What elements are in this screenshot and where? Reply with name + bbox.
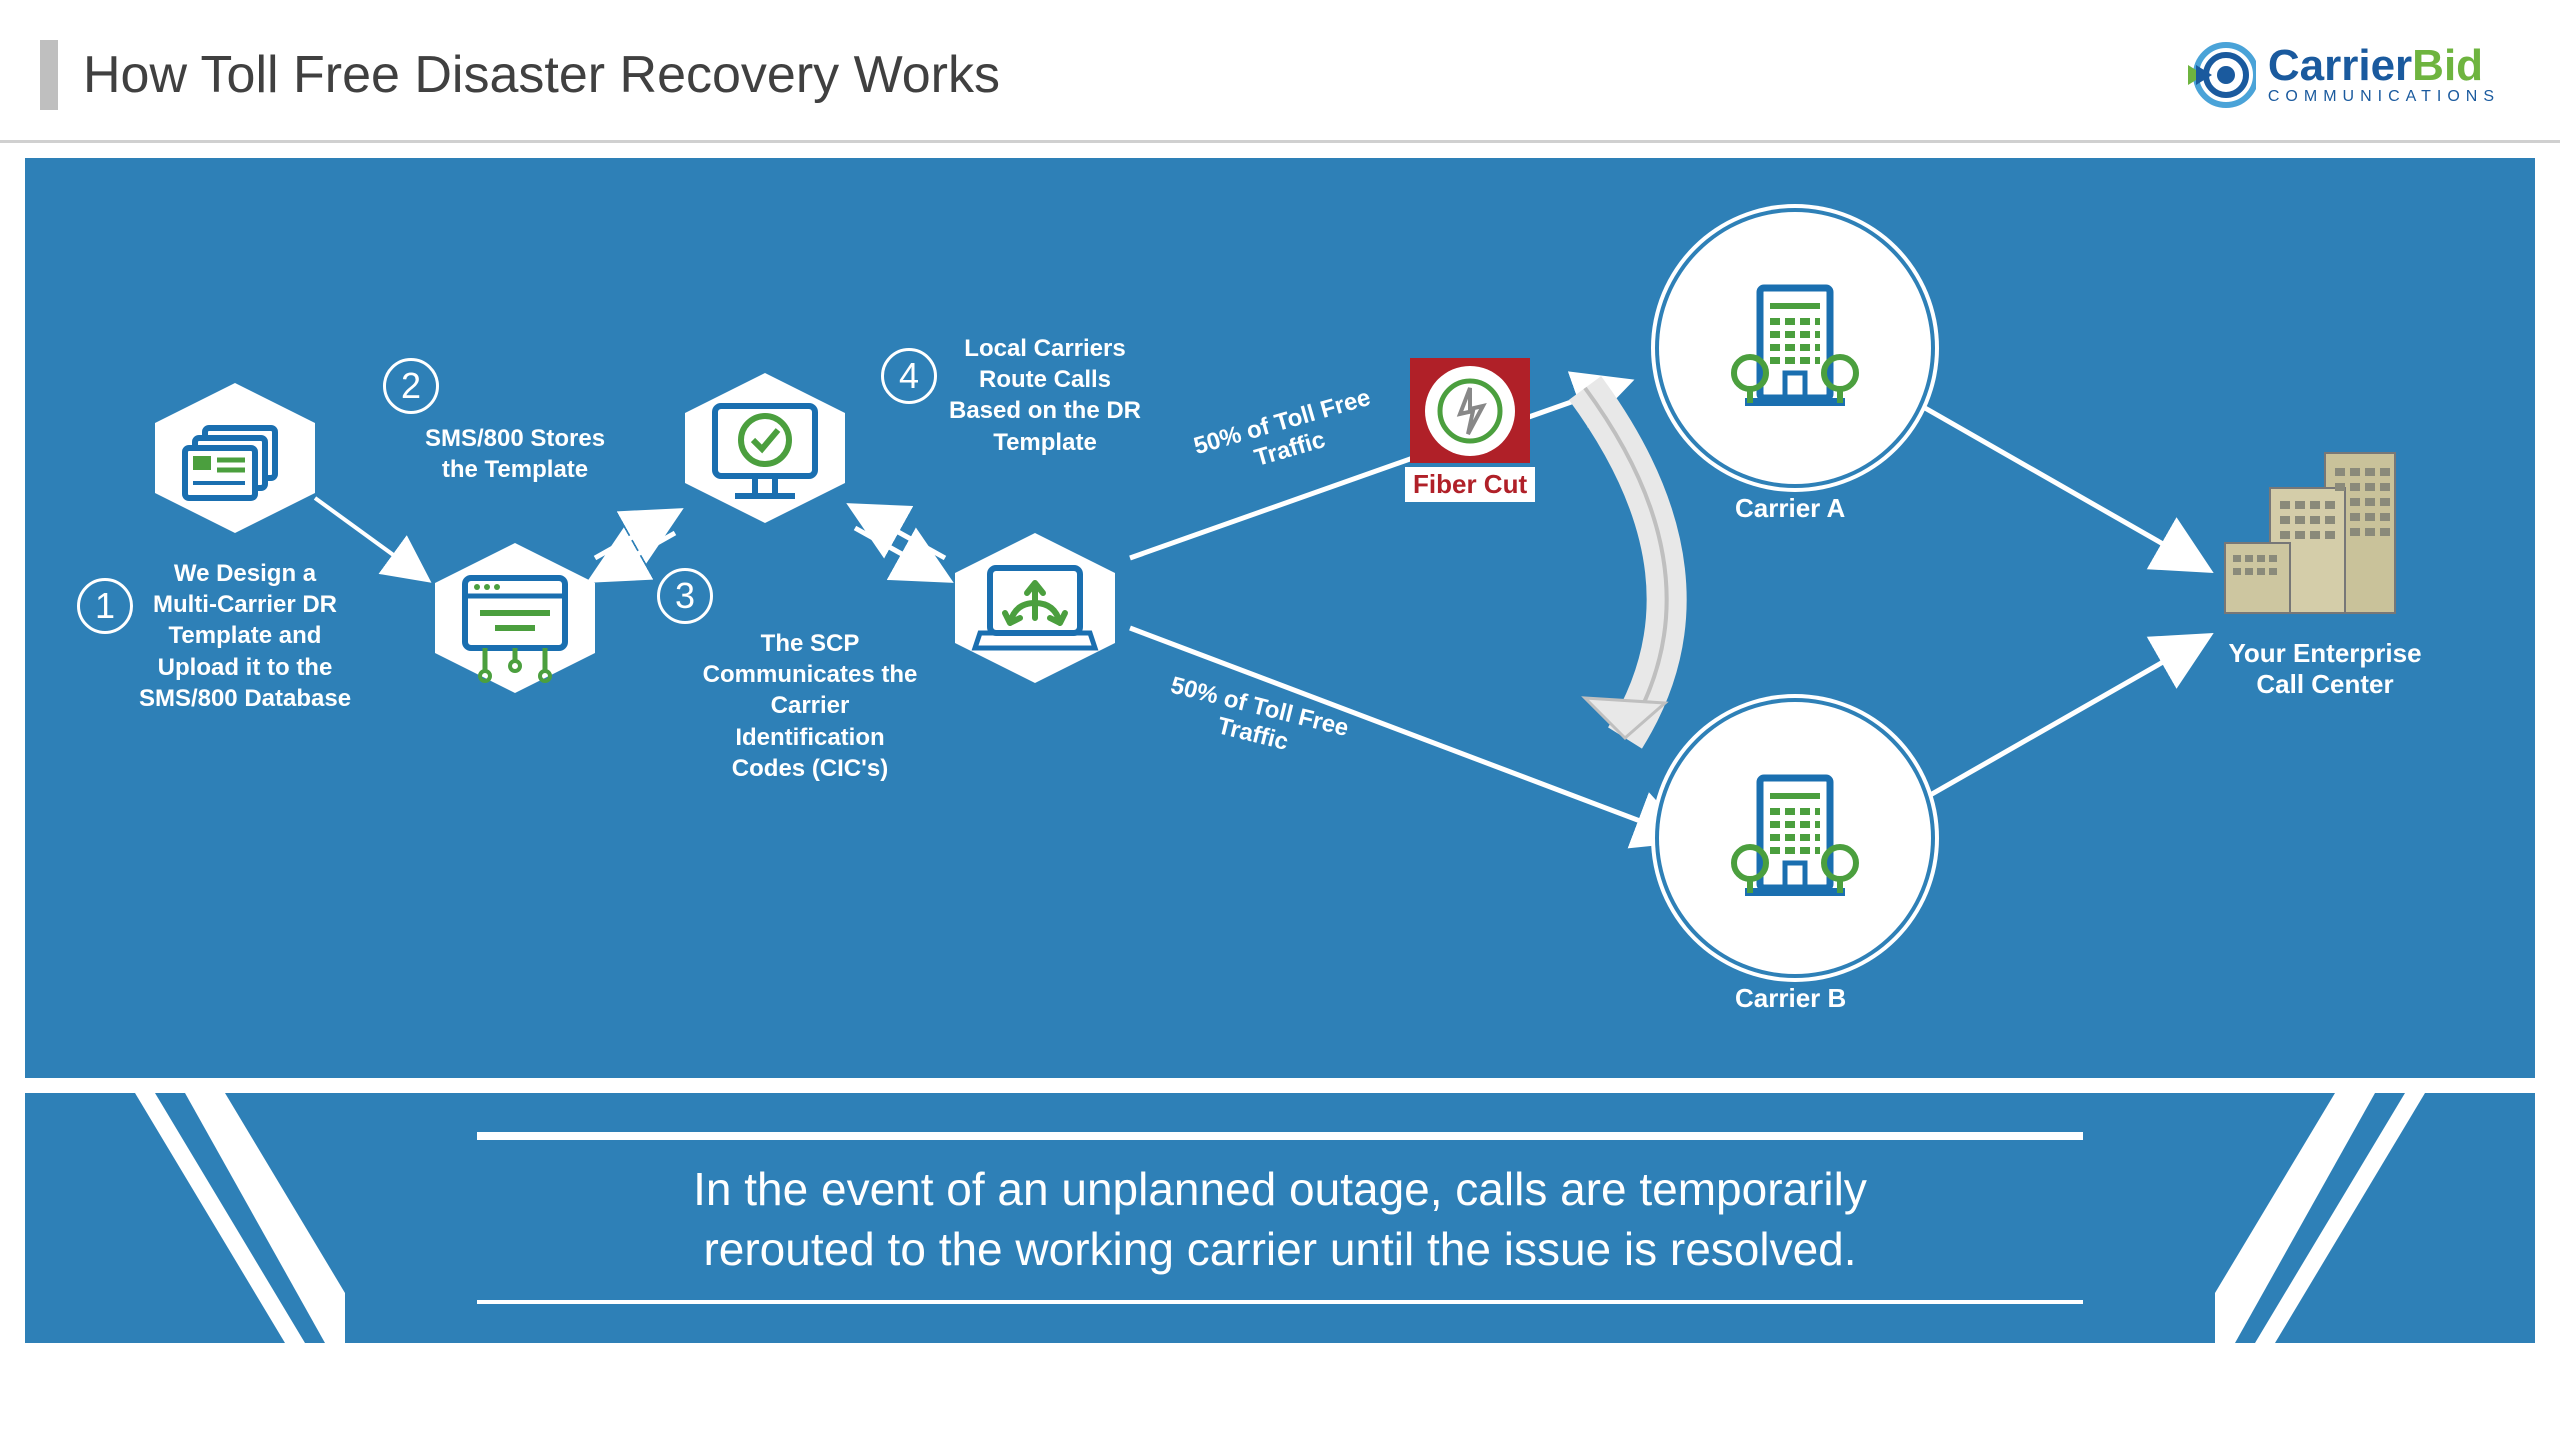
footer-text-box: In the event of an unplanned outage, cal… xyxy=(477,1132,2083,1304)
footer-wedge-left xyxy=(25,1093,345,1343)
carrier-a-node xyxy=(1665,218,1925,478)
footer-text: In the event of an unplanned outage, cal… xyxy=(537,1160,2023,1280)
fiber-cut-label: Fiber Cut xyxy=(1405,467,1535,502)
page-title: How Toll Free Disaster Recovery Works xyxy=(83,45,1000,105)
fiber-cut-badge xyxy=(1410,358,1530,463)
step1-label: We Design aMulti-Carrier DRTemplate andU… xyxy=(105,558,385,714)
hex-step1-icon xyxy=(145,378,325,538)
step3-label: The SCPCommunicates theCarrierIdentifica… xyxy=(680,628,940,784)
building-a-icon xyxy=(1705,258,1885,438)
footer-banner: In the event of an unplanned outage, cal… xyxy=(25,1093,2535,1343)
endpoint-label: Your EnterpriseCall Center xyxy=(2195,638,2455,700)
endpoint-icon xyxy=(2215,443,2425,638)
step2-badge: 2 xyxy=(383,358,439,414)
logo-icon xyxy=(2186,40,2256,110)
connectors-layer xyxy=(25,158,2535,1078)
diagram-canvas: 1 We Design aMulti-Carrier DRTemplate an… xyxy=(25,158,2535,1078)
logo-subtext: COMMUNICATIONS xyxy=(2268,88,2500,106)
title-accent-bar xyxy=(40,40,58,110)
logo: CarrierBid COMMUNICATIONS xyxy=(2186,40,2500,110)
hex-step3-icon xyxy=(675,368,855,528)
carrier-a-label: Carrier A xyxy=(1735,493,1845,524)
fiber-cut: Fiber Cut xyxy=(1405,358,1535,502)
carrier-b-node xyxy=(1665,708,1925,968)
header: How Toll Free Disaster Recovery Works Ca… xyxy=(0,0,2560,143)
title-wrap: How Toll Free Disaster Recovery Works xyxy=(40,40,1000,110)
step2-label: SMS/800 Storesthe Template xyxy=(405,423,625,485)
step4-label: Local CarriersRoute CallsBased on the DR… xyxy=(925,333,1165,458)
building-b-icon xyxy=(1705,748,1885,928)
footer-wedge-right xyxy=(2215,1093,2535,1343)
logo-text: CarrierBid xyxy=(2268,44,2500,88)
hex-step2-icon xyxy=(425,538,605,698)
logo-bid: Bid xyxy=(2412,41,2483,90)
step3-badge: 3 xyxy=(657,568,713,624)
fiber-cut-icon xyxy=(1425,366,1515,456)
logo-carrier: Carrier xyxy=(2268,41,2412,90)
hex-step4-icon xyxy=(945,528,1125,688)
carrier-b-label: Carrier B xyxy=(1735,983,1846,1014)
